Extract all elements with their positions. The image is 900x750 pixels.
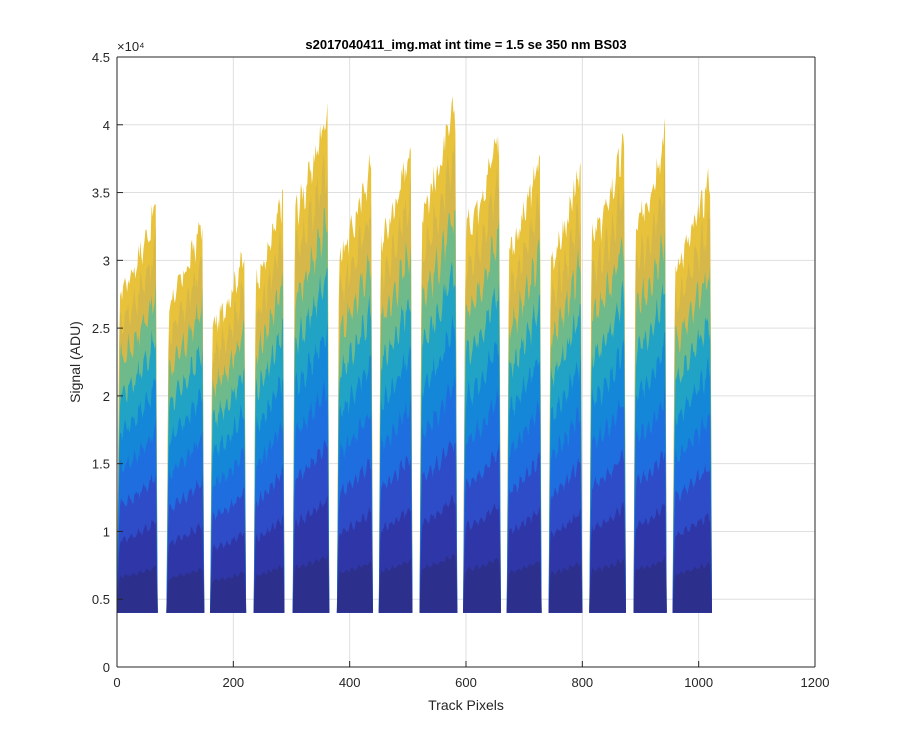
- x-tick-label: 800: [571, 675, 593, 690]
- signal-area-layer: [463, 557, 501, 613]
- y-tick-label: 2: [103, 389, 110, 404]
- signal-area-layer: [292, 555, 330, 613]
- signal-area-layer: [633, 555, 667, 613]
- signal-area-layer: [506, 560, 542, 613]
- y-tick-label: 1: [103, 524, 110, 539]
- signal-area-layer: [117, 565, 158, 613]
- x-tick-label: 200: [222, 675, 244, 690]
- y-exponent-label: ×10⁴: [117, 39, 145, 54]
- y-tick-label: 4.5: [92, 50, 110, 65]
- y-tick-label: 0: [103, 660, 110, 675]
- x-axis-label: Track Pixels: [428, 697, 504, 713]
- signal-area-layer: [166, 568, 205, 613]
- signal-area-layer: [419, 553, 458, 613]
- signal-area-layer: [336, 560, 373, 613]
- y-tick-label: 4: [103, 118, 110, 133]
- y-tick-label: 2.5: [92, 321, 110, 336]
- chart-title: s2017040411_img.mat int time = 1.5 se 35…: [305, 37, 626, 52]
- y-tick-label: 3: [103, 253, 110, 268]
- signal-area-layer: [210, 571, 247, 613]
- x-ticks: 0 200 400 600 800 1000 1200: [113, 661, 829, 690]
- x-tick-label: 0: [113, 675, 120, 690]
- x-tick-label: 400: [339, 675, 361, 690]
- x-tick-label: 1200: [801, 675, 830, 690]
- y-tick-label: 1.5: [92, 457, 110, 472]
- signal-area-layer: [548, 561, 583, 613]
- signal-area-layer: [378, 559, 413, 613]
- x-tick-label: 1000: [684, 675, 713, 690]
- signal-area-layer: [589, 559, 626, 613]
- y-tick-label: 3.5: [92, 186, 110, 201]
- signal-area-series: [117, 96, 712, 613]
- signal-area-layer: [672, 561, 712, 613]
- signal-area-layer: [253, 565, 285, 613]
- y-tick-label: 0.5: [92, 592, 110, 607]
- y-ticks: 0 0.5 1 1.5 2 2.5 3 3.5 4 4.5: [92, 50, 123, 675]
- y-axis-label: Signal (ADU): [67, 321, 83, 403]
- x-tick-label: 600: [455, 675, 477, 690]
